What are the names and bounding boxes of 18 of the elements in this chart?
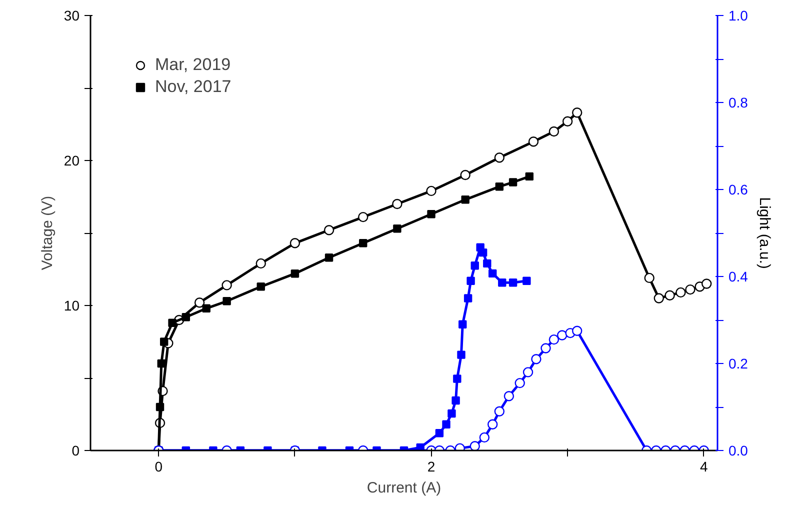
x-tick-label: 4 (700, 458, 708, 474)
y2-tick-label: 1.0 (728, 8, 748, 24)
y2-tick-label: 0.8 (728, 94, 748, 110)
x-tick-label: 0 (154, 458, 163, 474)
y2-tick-label: 0.4 (728, 268, 748, 284)
y-tick-label: 0 (72, 442, 80, 458)
y-tick-label: 20 (64, 152, 80, 168)
y2-tick-label: 0.6 (728, 182, 748, 198)
y-axis-title: Voltage (V) (38, 196, 56, 270)
y-tick-label: 10 (64, 298, 80, 314)
y2-axis-title: Light (a.u.) (756, 197, 773, 269)
legend-label: Mar, 2019 (155, 55, 231, 75)
x-axis-title: Current (A) (366, 480, 442, 496)
x-tick-label: 2 (427, 458, 436, 474)
y2-tick-label: 0.2 (728, 356, 748, 372)
y-tick-label: 30 (64, 8, 80, 24)
legend-label: Nov, 2017 (155, 77, 232, 97)
y2-tick-label: 0.0 (728, 442, 748, 458)
